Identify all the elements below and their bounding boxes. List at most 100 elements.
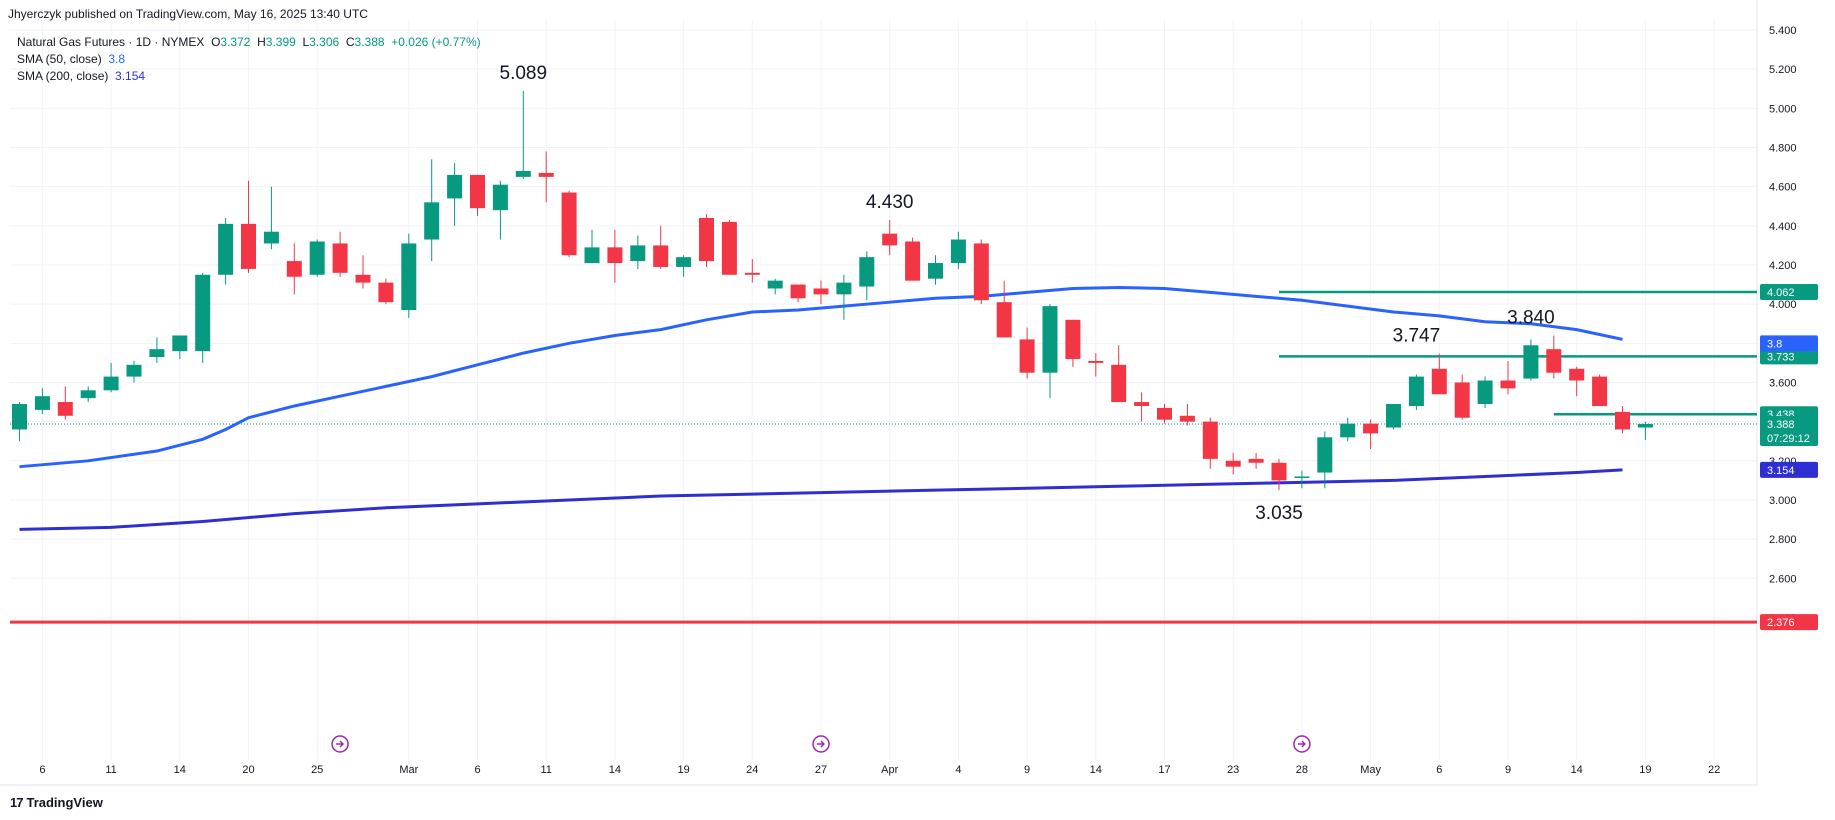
candle-body [1546, 349, 1562, 373]
y-tick-label: 4.000 [1769, 299, 1797, 311]
candle-body [996, 302, 1012, 338]
high-label: H [257, 35, 266, 49]
candle-body [218, 223, 234, 275]
candle-body [538, 172, 554, 177]
x-tick-label: 23 [1227, 764, 1239, 776]
x-tick-label: 14 [174, 764, 186, 776]
candle-body [653, 245, 669, 267]
tradingview-logo[interactable]: 17 TradingView [10, 795, 103, 810]
symbol-title[interactable]: Natural Gas Futures · 1D · NYMEX [17, 35, 205, 49]
legend-sma200-row[interactable]: SMA (200, close) 3.154 [17, 68, 481, 85]
candle-body [12, 404, 27, 430]
x-tick-label: 9 [1505, 764, 1511, 776]
x-tick-label: Mar [399, 764, 418, 776]
candle-body [950, 239, 966, 264]
candle-body [1615, 411, 1630, 430]
candle-body [882, 233, 898, 246]
candle-body [1088, 360, 1104, 363]
sma200-line [19, 468, 1623, 531]
candle-body [286, 261, 302, 277]
level-price-badge: 4.062 [1767, 287, 1795, 299]
y-tick-label: 3.000 [1769, 495, 1797, 507]
candle-body [195, 274, 211, 352]
current-price-badge-bg [1760, 415, 1818, 446]
candle-body [355, 274, 371, 283]
x-tick-label: 14 [1090, 764, 1102, 776]
candle-body [172, 335, 188, 352]
candle-body [1592, 376, 1608, 406]
x-tick-label: 6 [39, 764, 45, 776]
event-arrow-icon [336, 740, 345, 748]
candle-body [80, 390, 96, 399]
x-tick-label: 19 [1639, 764, 1651, 776]
x-tick-label: 4 [955, 764, 961, 776]
candle-body [470, 174, 485, 209]
candle-body [630, 245, 646, 262]
candle-body [1271, 462, 1287, 481]
candle-body [263, 231, 279, 244]
candle-body [1202, 421, 1218, 459]
x-tick-label: 17 [1158, 764, 1170, 776]
x-tick-label: 9 [1024, 764, 1030, 776]
candle-body [1065, 319, 1081, 359]
candle-body [241, 223, 256, 269]
candle-body [1134, 402, 1150, 406]
x-tick-label: 6 [1436, 764, 1442, 776]
candle-body [1454, 382, 1470, 418]
x-tick-label: May [1360, 764, 1381, 776]
candle-body [676, 257, 692, 267]
candle-body [57, 402, 73, 416]
x-tick-label: 25 [311, 764, 323, 776]
y-tick-label: 4.600 [1769, 182, 1797, 194]
candle-body [859, 257, 875, 287]
candle-body [744, 272, 760, 275]
x-tick-label: 11 [105, 764, 116, 776]
candle-body [584, 247, 600, 264]
x-tick-label: 28 [1296, 764, 1308, 776]
level-price-badge-bg [1760, 284, 1818, 301]
candle-body [1386, 404, 1401, 428]
current-price-badge: 3.388 [1767, 419, 1795, 431]
x-tick-label: 14 [1571, 764, 1583, 776]
high-value: 3.399 [265, 35, 296, 49]
candle-body [790, 284, 806, 299]
candle-body [401, 243, 417, 311]
y-tick-label: 3.600 [1769, 377, 1797, 389]
price-annotation: 3.747 [1393, 326, 1441, 347]
candle-body [767, 280, 783, 289]
candle-body [561, 192, 577, 256]
y-tick-label: 5.200 [1769, 64, 1797, 76]
candle-body [332, 243, 348, 273]
y-tick-label: 5.400 [1769, 25, 1797, 37]
level-price-badge: 3.733 [1767, 351, 1795, 363]
change-value: +0.026 (+0.77%) [391, 35, 481, 49]
price-annotation: 4.430 [866, 192, 914, 213]
sma-price-badge-bg [1760, 461, 1818, 478]
candle-body [1408, 376, 1424, 406]
candle-body [905, 241, 921, 281]
candle-body [1157, 407, 1172, 420]
legend-sma50-row[interactable]: SMA (50, close) 3.8 [17, 51, 481, 68]
event-arrow-icon [817, 740, 825, 748]
low-label: L [302, 35, 310, 49]
candle-body [1317, 437, 1333, 473]
candle-body [1248, 458, 1264, 463]
candle-body [1431, 368, 1447, 395]
candle-body [1477, 380, 1493, 405]
candle-body [1340, 423, 1356, 438]
y-tick-label: 4.200 [1769, 260, 1797, 272]
candle-body [126, 364, 142, 377]
candle-body [928, 263, 943, 279]
y-tick-label: 4.800 [1769, 142, 1797, 154]
candle-body [447, 174, 463, 199]
candle-body [1363, 423, 1379, 434]
candle-body [607, 247, 623, 264]
candle-body [1637, 423, 1653, 428]
sma50-line [19, 286, 1623, 469]
brand-name: TradingView [26, 795, 103, 810]
candle-body [1019, 339, 1035, 373]
legend-ohlc-row: Natural Gas Futures · 1D · NYMEX O3.372 … [17, 34, 481, 51]
x-tick-label: 11 [540, 764, 551, 776]
y-tick-label: 4.400 [1769, 221, 1797, 233]
